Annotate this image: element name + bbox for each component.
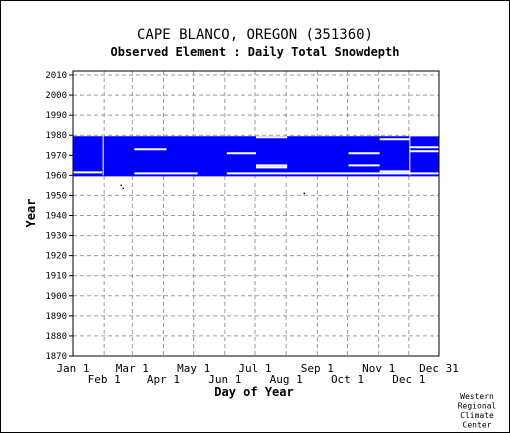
x-tick-label: Aug 1 — [270, 373, 303, 386]
y-tick-label: 1980 — [45, 131, 67, 141]
y-tick-label: 1900 — [45, 292, 67, 302]
credit-line: Western — [460, 392, 494, 401]
y-tick-label: 1910 — [45, 272, 67, 282]
observed-data-block — [73, 136, 439, 177]
x-tick-label: Jan 1 — [56, 362, 89, 375]
y-tick-label: 2000 — [45, 91, 67, 101]
plot-area-border — [72, 70, 440, 357]
x-tick-label: Oct 1 — [331, 373, 364, 386]
credit-line: Regional — [458, 402, 497, 411]
y-tick-label: 1930 — [45, 232, 67, 242]
x-tick-label: Nov 1 — [362, 362, 395, 375]
data-point — [303, 192, 306, 195]
y-tick-label: 1970 — [45, 151, 67, 161]
y-tick-label: 1960 — [45, 171, 67, 181]
y-tick-label: 1890 — [45, 312, 67, 322]
y-axis-title: Year — [24, 199, 38, 228]
x-axis-title: Day of Year — [214, 385, 293, 399]
y-tick-label: 1950 — [45, 191, 67, 201]
y-tick-label: 1880 — [45, 332, 67, 342]
x-tick-label: Feb 1 — [88, 373, 121, 386]
x-tick-label: Sep 1 — [301, 362, 334, 375]
credit-line: Climate — [460, 411, 494, 420]
credit-line: Center — [463, 421, 492, 430]
x-tick-label: Jul 1 — [238, 362, 271, 375]
chart-title: CAPE BLANCO, OREGON (351360) — [137, 27, 373, 43]
y-tick-label: 1870 — [45, 352, 67, 362]
x-tick-label: Dec 1 — [392, 373, 425, 386]
x-tick-label: Dec 31 — [419, 362, 459, 375]
x-tick-label: Jun 1 — [208, 373, 241, 386]
x-tick-label: Apr 1 — [147, 373, 180, 386]
y-tick-label: 1920 — [45, 252, 67, 262]
y-tick-label: 1940 — [45, 212, 67, 222]
chart-subtitle: Observed Element : Daily Total Snowdepth — [111, 45, 400, 59]
x-tick-label: Mar 1 — [116, 362, 149, 375]
y-tick-label: 2010 — [45, 71, 67, 81]
y-tick-label: 1990 — [45, 111, 67, 121]
data-point — [122, 187, 125, 190]
data-point — [120, 184, 123, 187]
x-tick-label: May 1 — [177, 362, 210, 375]
